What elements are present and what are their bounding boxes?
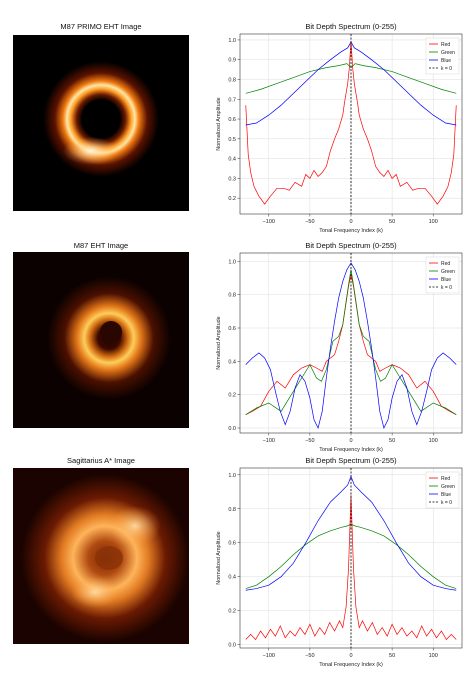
y-tick-label: 0.7 — [228, 97, 236, 103]
y-tick-label: 0.9 — [228, 58, 236, 64]
x-tick-label: 50 — [389, 438, 395, 444]
x-tick-label: −50 — [305, 438, 314, 444]
x-axis-label: Tonal Frequency Index (k) — [319, 447, 383, 453]
y-tick-label: 0.2 — [228, 609, 236, 615]
x-tick-label: −100 — [263, 653, 275, 659]
y-tick-label: 0.4 — [228, 359, 236, 365]
y-tick-label: 1.0 — [228, 38, 236, 44]
x-tick-label: −50 — [305, 219, 314, 225]
chart-title: Bit Depth Spectrum (0-255) — [305, 241, 397, 250]
x-tick-label: 0 — [349, 219, 352, 225]
bit-depth-spectrum-chart-1: Bit Depth Spectrum (0-255) −100 −50 0 50 100 0… — [216, 22, 463, 234]
legend-label: Red — [441, 261, 450, 267]
legend-label: k = 0 — [441, 66, 452, 72]
y-tick-label: 0.2 — [228, 196, 236, 202]
x-tick-label: 100 — [429, 653, 438, 659]
y-tick-label: 0.5 — [228, 137, 236, 143]
x-tick-label: −100 — [263, 438, 275, 444]
legend-label: Blue — [441, 277, 451, 283]
image-title-m87: M87 EHT Image — [73, 241, 129, 250]
legend-label: Blue — [441, 492, 451, 498]
legend-label: Green — [441, 269, 455, 275]
y-tick-label: 0.8 — [228, 77, 236, 83]
legend-label: Green — [441, 50, 455, 56]
y-tick-label: 0.8 — [228, 293, 236, 299]
x-tick-label: 100 — [429, 438, 438, 444]
legend-label: Red — [441, 42, 450, 48]
m87-primo-image — [13, 35, 189, 211]
m87-eht-image — [13, 252, 189, 428]
y-axis-label: Normalized Amplitude — [216, 531, 222, 585]
y-axis-label: Normalized Amplitude — [216, 97, 222, 151]
x-tick-label: 100 — [429, 219, 438, 225]
x-tick-label: −50 — [305, 653, 314, 659]
x-tick-label: −100 — [263, 219, 275, 225]
legend-label: Blue — [441, 58, 451, 64]
y-tick-label: 0.4 — [228, 157, 236, 163]
y-tick-label: 0.8 — [228, 507, 236, 513]
y-tick-label: 0.6 — [228, 326, 236, 332]
y-tick-label: 0.0 — [228, 643, 236, 649]
sagittarius-a-image — [13, 468, 189, 644]
y-axis-label: Normalized Amplitude — [216, 316, 222, 370]
image-title-primo: M87 PRIMO EHT Image — [60, 22, 142, 31]
bit-depth-spectrum-chart-3: Bit Depth Spectrum (0-255) −100 −50 0 50 100 0… — [216, 456, 463, 668]
y-tick-label: 0.6 — [228, 117, 236, 123]
y-tick-label: 1.0 — [228, 259, 236, 265]
image-title-sgra: Sagittarius A* Image — [67, 456, 135, 465]
y-tick-label: 1.0 — [228, 473, 236, 479]
legend-label: Red — [441, 476, 450, 482]
x-tick-label: 50 — [389, 653, 395, 659]
chart-title: Bit Depth Spectrum (0-255) — [305, 22, 397, 31]
x-tick-label: 50 — [389, 219, 395, 225]
y-tick-label: 0.0 — [228, 426, 236, 432]
x-axis-label: Tonal Frequency Index (k) — [319, 228, 383, 234]
chart-title: Bit Depth Spectrum (0-255) — [305, 456, 397, 465]
legend-label: k = 0 — [441, 500, 452, 506]
legend-label: k = 0 — [441, 285, 452, 291]
bit-depth-spectrum-chart-2: Bit Depth Spectrum (0-255) −100 −50 0 50 100 0… — [216, 241, 463, 453]
y-tick-label: 0.2 — [228, 393, 236, 399]
x-tick-label: 0 — [349, 653, 352, 659]
legend-label: Green — [441, 484, 455, 490]
x-axis-label: Tonal Frequency Index (k) — [319, 662, 383, 668]
x-tick-label: 0 — [349, 438, 352, 444]
y-tick-label: 0.6 — [228, 541, 236, 547]
y-tick-label: 0.4 — [228, 575, 236, 581]
y-tick-label: 0.3 — [228, 176, 236, 182]
